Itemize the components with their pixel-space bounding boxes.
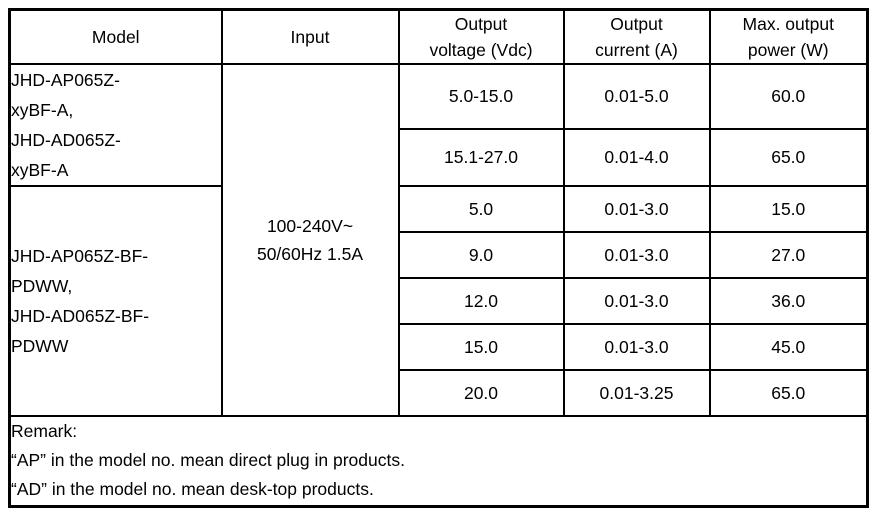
col-header-current: Output current (A) — [562, 8, 711, 65]
current-cell: 0.01-3.0 — [562, 323, 711, 371]
table-row: 15.0 0.01-3.0 45.0 — [10, 323, 869, 371]
col-header-model: Model — [8, 8, 223, 65]
remark-line-ad: “AD” in the model no. mean desk-top prod… — [11, 479, 374, 500]
power-cell: 27.0 — [708, 231, 869, 279]
table-row: JHD-AP065Z-BF- PDWW, JHD-AD065Z-BF- PDWW… — [8, 185, 869, 417]
current-cell: 0.01-3.0 — [562, 185, 711, 233]
voltage-cell: 9.0 — [397, 231, 565, 279]
table-row: 9.0 0.01-3.0 27.0 — [10, 231, 869, 279]
current-cell: 0.01-4.0 — [562, 127, 711, 188]
col-header-voltage: Output voltage (Vdc) — [397, 8, 565, 65]
current-cell: 0.01-3.0 — [562, 277, 711, 325]
power-spec-table: Model Input Output voltage (Vdc) Output … — [8, 8, 869, 508]
remark-cell: Remark: “AP” in the model no. mean direc… — [8, 415, 869, 507]
remark-line-ap: “AP” in the model no. mean direct plug i… — [11, 450, 405, 471]
input-spec-cell: 100-240V~ 50/60Hz 1.5A — [220, 63, 400, 417]
voltage-cell: 5.0 — [397, 185, 565, 233]
table-row: 15.1-27.0 0.01-4.0 65.0 — [10, 127, 869, 188]
col-header-power: Max. output power (W) — [708, 8, 869, 65]
col-header-input: Input — [220, 8, 400, 65]
remark-title: Remark: — [11, 421, 78, 442]
voltage-cell: 15.1-27.0 — [397, 127, 565, 188]
voltage-cell: 5.0-15.0 — [397, 63, 565, 130]
current-cell: 0.01-3.0 — [562, 231, 711, 279]
power-cell: 65.0 — [708, 369, 869, 417]
voltage-cell: 12.0 — [397, 277, 565, 325]
voltage-cell: 15.0 — [397, 323, 565, 371]
current-cell: 0.01-3.25 — [562, 369, 711, 417]
table-row: 20.0 0.01-3.25 65.0 — [10, 369, 869, 417]
voltage-cell: 20.0 — [397, 369, 565, 417]
remark-row: Remark: “AP” in the model no. mean direc… — [8, 415, 869, 507]
current-cell: 0.01-5.0 — [562, 63, 711, 130]
power-cell: 60.0 — [708, 63, 869, 130]
model-group-xybf: JHD-AP065Z- xyBF-A, JHD-AD065Z- xyBF-A — [8, 63, 223, 187]
power-cell: 45.0 — [708, 323, 869, 371]
power-cell: 15.0 — [708, 185, 869, 233]
model-group-pdww: JHD-AP065Z-BF- PDWW, JHD-AD065Z-BF- PDWW — [8, 185, 223, 417]
header-row: Model Input Output voltage (Vdc) Output … — [8, 8, 869, 65]
table-row: 12.0 0.01-3.0 36.0 — [10, 277, 869, 325]
power-cell: 65.0 — [708, 127, 869, 188]
table-row: JHD-AP065Z- xyBF-A, JHD-AD065Z- xyBF-A 1… — [8, 63, 869, 417]
power-cell: 36.0 — [708, 277, 869, 325]
